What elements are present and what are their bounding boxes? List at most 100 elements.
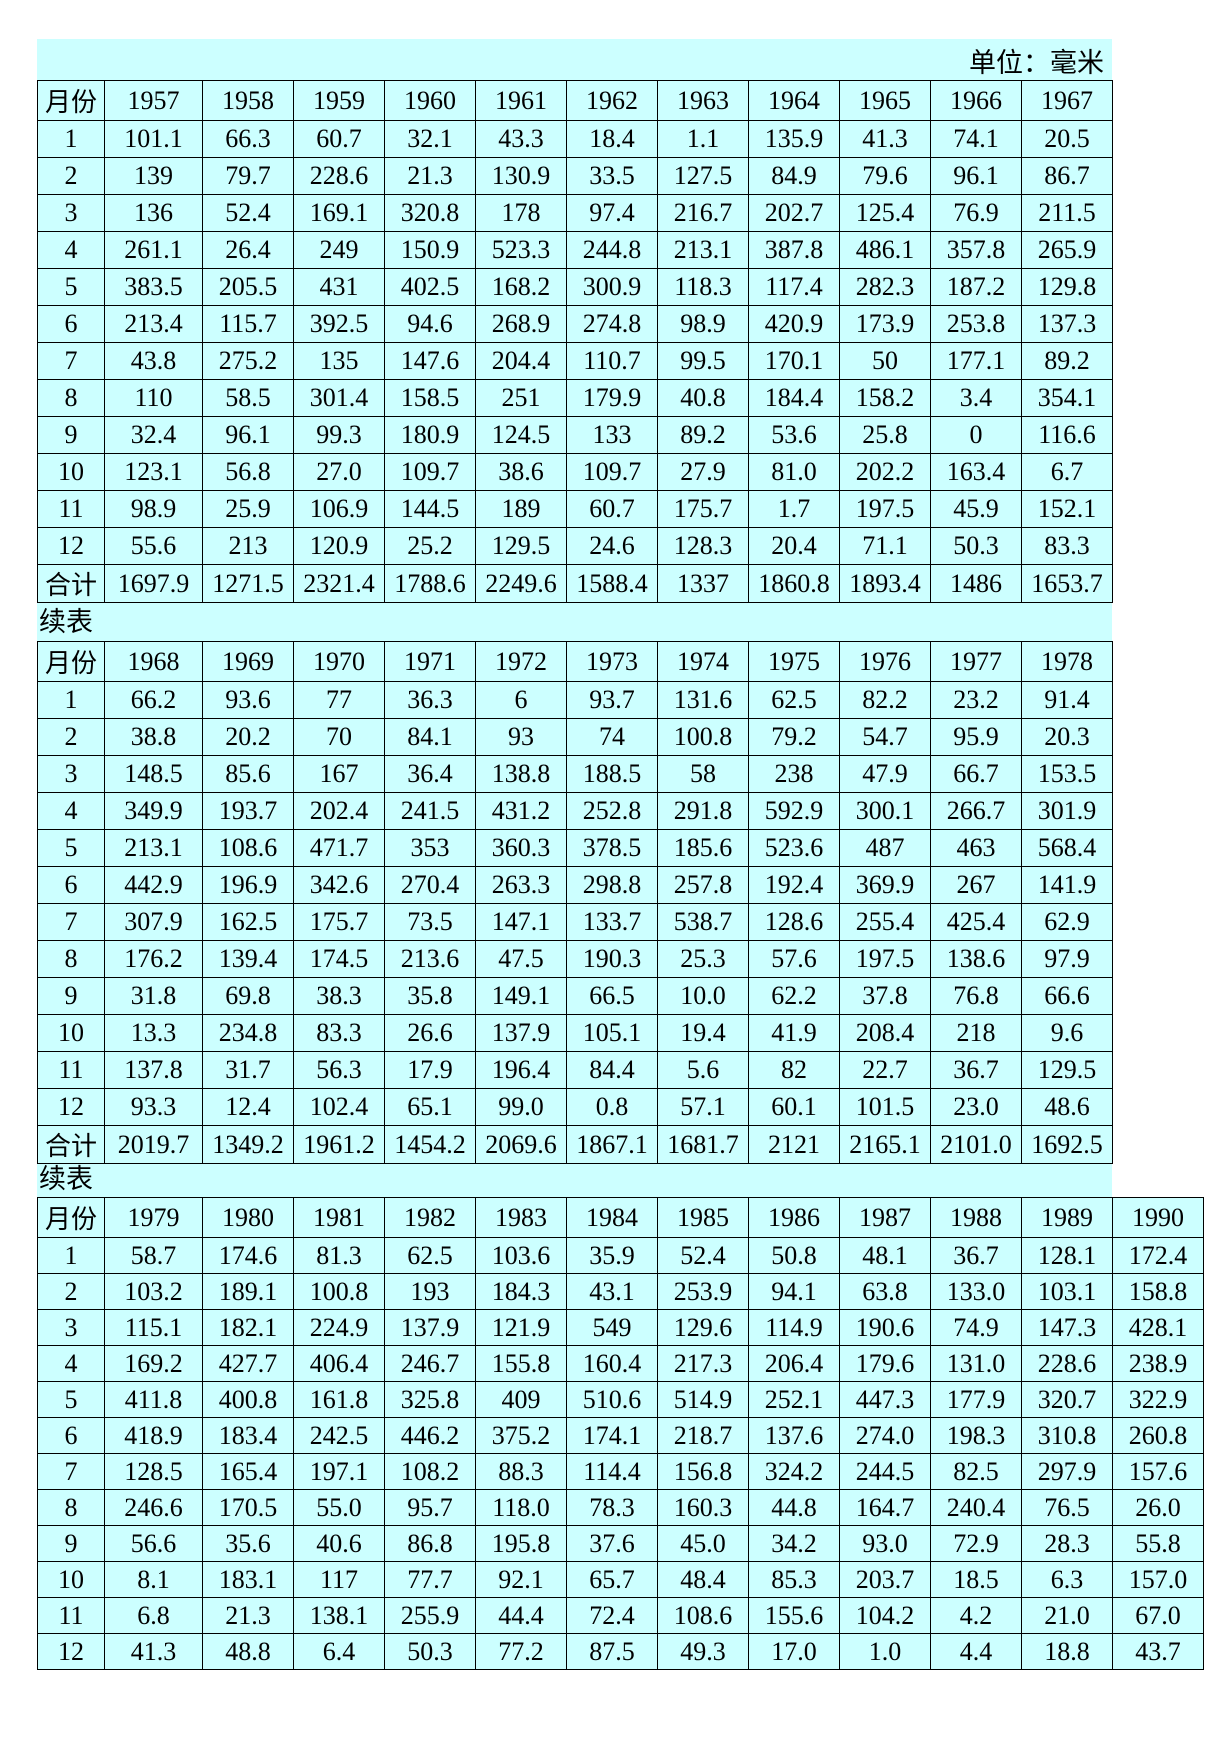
value-cell: 18.4 bbox=[566, 120, 658, 158]
value-cell: 369.9 bbox=[839, 866, 931, 904]
header-row: 月份 1957 1958 1959 1960 1961 1962 1963 1964 1965 19… bbox=[37, 80, 1113, 121]
value-cell: 100.8 bbox=[657, 718, 749, 756]
value-cell: 5.6 bbox=[657, 1051, 749, 1089]
value-cell: 66.2 bbox=[104, 681, 203, 719]
value-cell: 392.5 bbox=[293, 305, 385, 343]
value-cell: 88.3 bbox=[475, 1453, 567, 1490]
year-header: 1982 bbox=[384, 1197, 476, 1238]
value-cell: 158.2 bbox=[839, 379, 931, 417]
value-cell: 447.3 bbox=[839, 1381, 931, 1418]
value-cell: 184.4 bbox=[748, 379, 840, 417]
value-cell: 0.8 bbox=[566, 1088, 658, 1126]
year-header: 1989 bbox=[1021, 1197, 1113, 1238]
value-cell: 55.0 bbox=[293, 1489, 385, 1526]
month-cell: 3 bbox=[37, 755, 105, 793]
value-cell: 129.5 bbox=[1021, 1051, 1113, 1089]
value-cell: 297.9 bbox=[1021, 1453, 1113, 1490]
table-row: 10 123.1 56.8 27.0 109.7 38.6 109.7 27.9 81.0 202… bbox=[37, 453, 1113, 491]
value-cell: 160.3 bbox=[657, 1489, 749, 1526]
table-row: 6 442.9 196.9 342.6 270.4 263.3 298.8 257.8 192.… bbox=[37, 866, 1113, 904]
month-cell: 4 bbox=[37, 1345, 105, 1382]
table-row: 7 307.9 162.5 175.7 73.5 147.1 133.7 538.7 128.6… bbox=[37, 903, 1113, 941]
value-cell: 50 bbox=[839, 342, 931, 380]
value-cell: 322.9 bbox=[1112, 1381, 1204, 1418]
value-cell: 79.7 bbox=[202, 157, 294, 195]
value-cell: 431.2 bbox=[475, 792, 567, 830]
value-cell: 190.3 bbox=[566, 940, 658, 978]
value-cell: 49.3 bbox=[657, 1633, 749, 1670]
value-cell: 28.3 bbox=[1021, 1525, 1113, 1562]
value-cell: 17.0 bbox=[748, 1633, 840, 1670]
value-cell: 76.5 bbox=[1021, 1489, 1113, 1526]
year-header: 1971 bbox=[384, 641, 476, 682]
month-cell: 9 bbox=[37, 416, 105, 454]
value-cell: 70 bbox=[293, 718, 385, 756]
value-cell: 6.7 bbox=[1021, 453, 1113, 491]
value-cell: 128.5 bbox=[104, 1453, 203, 1490]
value-cell: 425.4 bbox=[930, 903, 1022, 941]
value-cell: 138.1 bbox=[293, 1597, 385, 1634]
value-cell: 38.8 bbox=[104, 718, 203, 756]
table-row: 1 101.1 66.3 60.7 32.1 43.3 18.4 1.1 135.9 41.3 74… bbox=[37, 120, 1113, 158]
value-cell: 55.8 bbox=[1112, 1525, 1204, 1562]
value-cell: 77 bbox=[293, 681, 385, 719]
value-cell: 268.9 bbox=[475, 305, 567, 343]
month-cell: 6 bbox=[37, 866, 105, 904]
value-cell: 324.2 bbox=[748, 1453, 840, 1490]
total-label: 合计 bbox=[37, 564, 105, 603]
value-cell: 93.6 bbox=[202, 681, 294, 719]
value-cell: 180.9 bbox=[384, 416, 476, 454]
total-cell: 1349.2 bbox=[202, 1125, 294, 1164]
value-cell: 137.9 bbox=[384, 1309, 476, 1346]
value-cell: 487 bbox=[839, 829, 931, 867]
value-cell: 387.8 bbox=[748, 231, 840, 269]
total-cell: 2321.4 bbox=[293, 564, 385, 603]
year-header: 1967 bbox=[1021, 80, 1113, 121]
value-cell: 81.0 bbox=[748, 453, 840, 491]
year-header: 1959 bbox=[293, 80, 385, 121]
value-cell: 45.9 bbox=[930, 490, 1022, 528]
value-cell: 47.5 bbox=[475, 940, 567, 978]
value-cell: 129.6 bbox=[657, 1309, 749, 1346]
value-cell: 320.8 bbox=[384, 194, 476, 232]
value-cell: 510.6 bbox=[566, 1381, 658, 1418]
table-row: 1 58.7 174.6 81.3 62.5 103.6 35.9 52.4 50.8 48.1 3… bbox=[37, 1237, 1204, 1274]
value-cell: 162.5 bbox=[202, 903, 294, 941]
value-cell: 63.8 bbox=[839, 1273, 931, 1310]
value-cell: 97.9 bbox=[1021, 940, 1113, 978]
table-row: 6 213.4 115.7 392.5 94.6 268.9 274.8 98.9 420.9 1… bbox=[37, 305, 1113, 343]
month-cell: 11 bbox=[37, 1597, 105, 1634]
value-cell: 228.6 bbox=[293, 157, 385, 195]
total-cell: 2019.7 bbox=[104, 1125, 203, 1164]
value-cell: 1.0 bbox=[839, 1633, 931, 1670]
value-cell: 62.5 bbox=[384, 1237, 476, 1274]
value-cell: 213.1 bbox=[104, 829, 203, 867]
value-cell: 43.7 bbox=[1112, 1633, 1204, 1670]
value-cell: 67.0 bbox=[1112, 1597, 1204, 1634]
month-cell: 9 bbox=[37, 1525, 105, 1562]
value-cell: 27.9 bbox=[657, 453, 749, 491]
value-cell: 34.2 bbox=[748, 1525, 840, 1562]
value-cell: 198.3 bbox=[930, 1417, 1022, 1454]
table-row: 10 8.1 183.1 117 77.7 92.1 65.7 48.4 85.3 203.7 18… bbox=[37, 1561, 1204, 1598]
value-cell: 275.2 bbox=[202, 342, 294, 380]
table-row: 12 41.3 48.8 6.4 50.3 77.2 87.5 49.3 17.0 1.0 4.4 1… bbox=[37, 1633, 1204, 1670]
value-cell: 74.9 bbox=[930, 1309, 1022, 1346]
table-row: 10 13.3 234.8 83.3 26.6 137.9 105.1 19.4 41.9 208… bbox=[37, 1014, 1113, 1052]
value-cell: 96.1 bbox=[930, 157, 1022, 195]
value-cell: 196.4 bbox=[475, 1051, 567, 1089]
value-cell: 78.3 bbox=[566, 1489, 658, 1526]
value-cell: 103.2 bbox=[104, 1273, 203, 1310]
value-cell: 44.8 bbox=[748, 1489, 840, 1526]
month-cell: 11 bbox=[37, 1051, 105, 1089]
value-cell: 102.4 bbox=[293, 1088, 385, 1126]
table-row: 12 93.3 12.4 102.4 65.1 99.0 0.8 57.1 60.1 101.5 2… bbox=[37, 1088, 1113, 1126]
month-cell: 5 bbox=[37, 829, 105, 867]
value-cell: 19.4 bbox=[657, 1014, 749, 1052]
value-cell: 97.4 bbox=[566, 194, 658, 232]
value-cell: 129.5 bbox=[475, 527, 567, 565]
value-cell: 378.5 bbox=[566, 829, 658, 867]
value-cell: 342.6 bbox=[293, 866, 385, 904]
value-cell: 32.1 bbox=[384, 120, 476, 158]
table-row: 5 411.8 400.8 161.8 325.8 409 510.6 514.9 252.1 4… bbox=[37, 1381, 1204, 1418]
